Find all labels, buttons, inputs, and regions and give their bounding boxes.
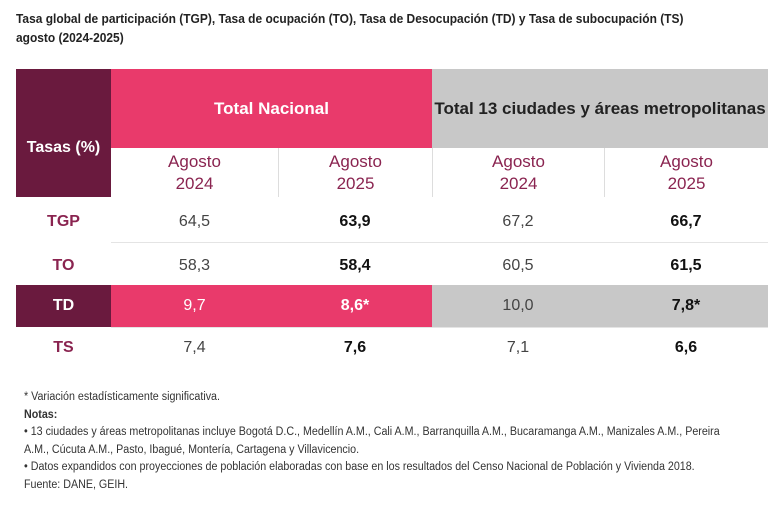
cell: 7,4 [183,339,206,356]
cell: 66,7 [670,213,702,230]
cell: 6,6 [674,339,698,356]
cell: 60,5 [502,257,534,274]
row-label-ts: TS [53,339,74,356]
cell: 58,4 [339,257,371,274]
row-divider [111,327,768,328]
subheader-cities-2024: Agosto 2024 [432,148,604,197]
rates-header: Tasas (%) [16,69,111,197]
title-line-1: Tasa global de participación (TGP), Tasa… [16,11,684,26]
cell: 61,5 [670,257,702,274]
cell: 7,8* [604,285,768,327]
row-label-to: TO [52,257,75,274]
cell: 10,0 [432,285,604,327]
cell: 63,9 [339,213,371,230]
title-line-2: agosto (2024-2025) [16,30,124,45]
subheader-national-2024: Agosto 2024 [168,151,221,193]
notes-heading: Notas: [24,408,58,421]
row-divider [111,242,768,243]
cell: 7,1 [506,339,530,356]
table-title: Tasa global de participación (TGP), Tasa… [16,9,683,47]
footnotes: * Variación estadísticamente significati… [24,389,759,494]
cell: 64,5 [178,213,211,230]
row-label-td: TD [16,285,111,327]
national-header: Total Nacional [111,69,432,148]
note-data: • Datos expandidos con proyecciones de p… [24,461,695,473]
note-cities-1: • 13 ciudades y áreas metropolitanas inc… [24,426,720,438]
row-label-tgp: TGP [47,213,80,230]
cell: 7,6 [343,339,367,356]
subheader-national-2025: Agosto 2025 [278,148,432,197]
cell: 58,3 [178,257,211,274]
cell: 8,6* [278,285,432,327]
cities-header: Total 13 ciudades y áreas metropolitanas [432,69,768,148]
source: Fuente: DANE, GEIH. [24,478,129,491]
cell: 9,7 [111,285,278,327]
cell: 67,2 [502,213,534,230]
significance-note: * Variación estadísticamente significati… [24,391,220,403]
subheader-cities-2025: Agosto 2025 [604,148,768,197]
rates-table: Tasas (%) Total Nacional Total 13 ciudad… [16,69,768,371]
note-cities-2: A.M., Cúcuta A.M., Pasto, Ibagué, Monter… [24,443,360,456]
